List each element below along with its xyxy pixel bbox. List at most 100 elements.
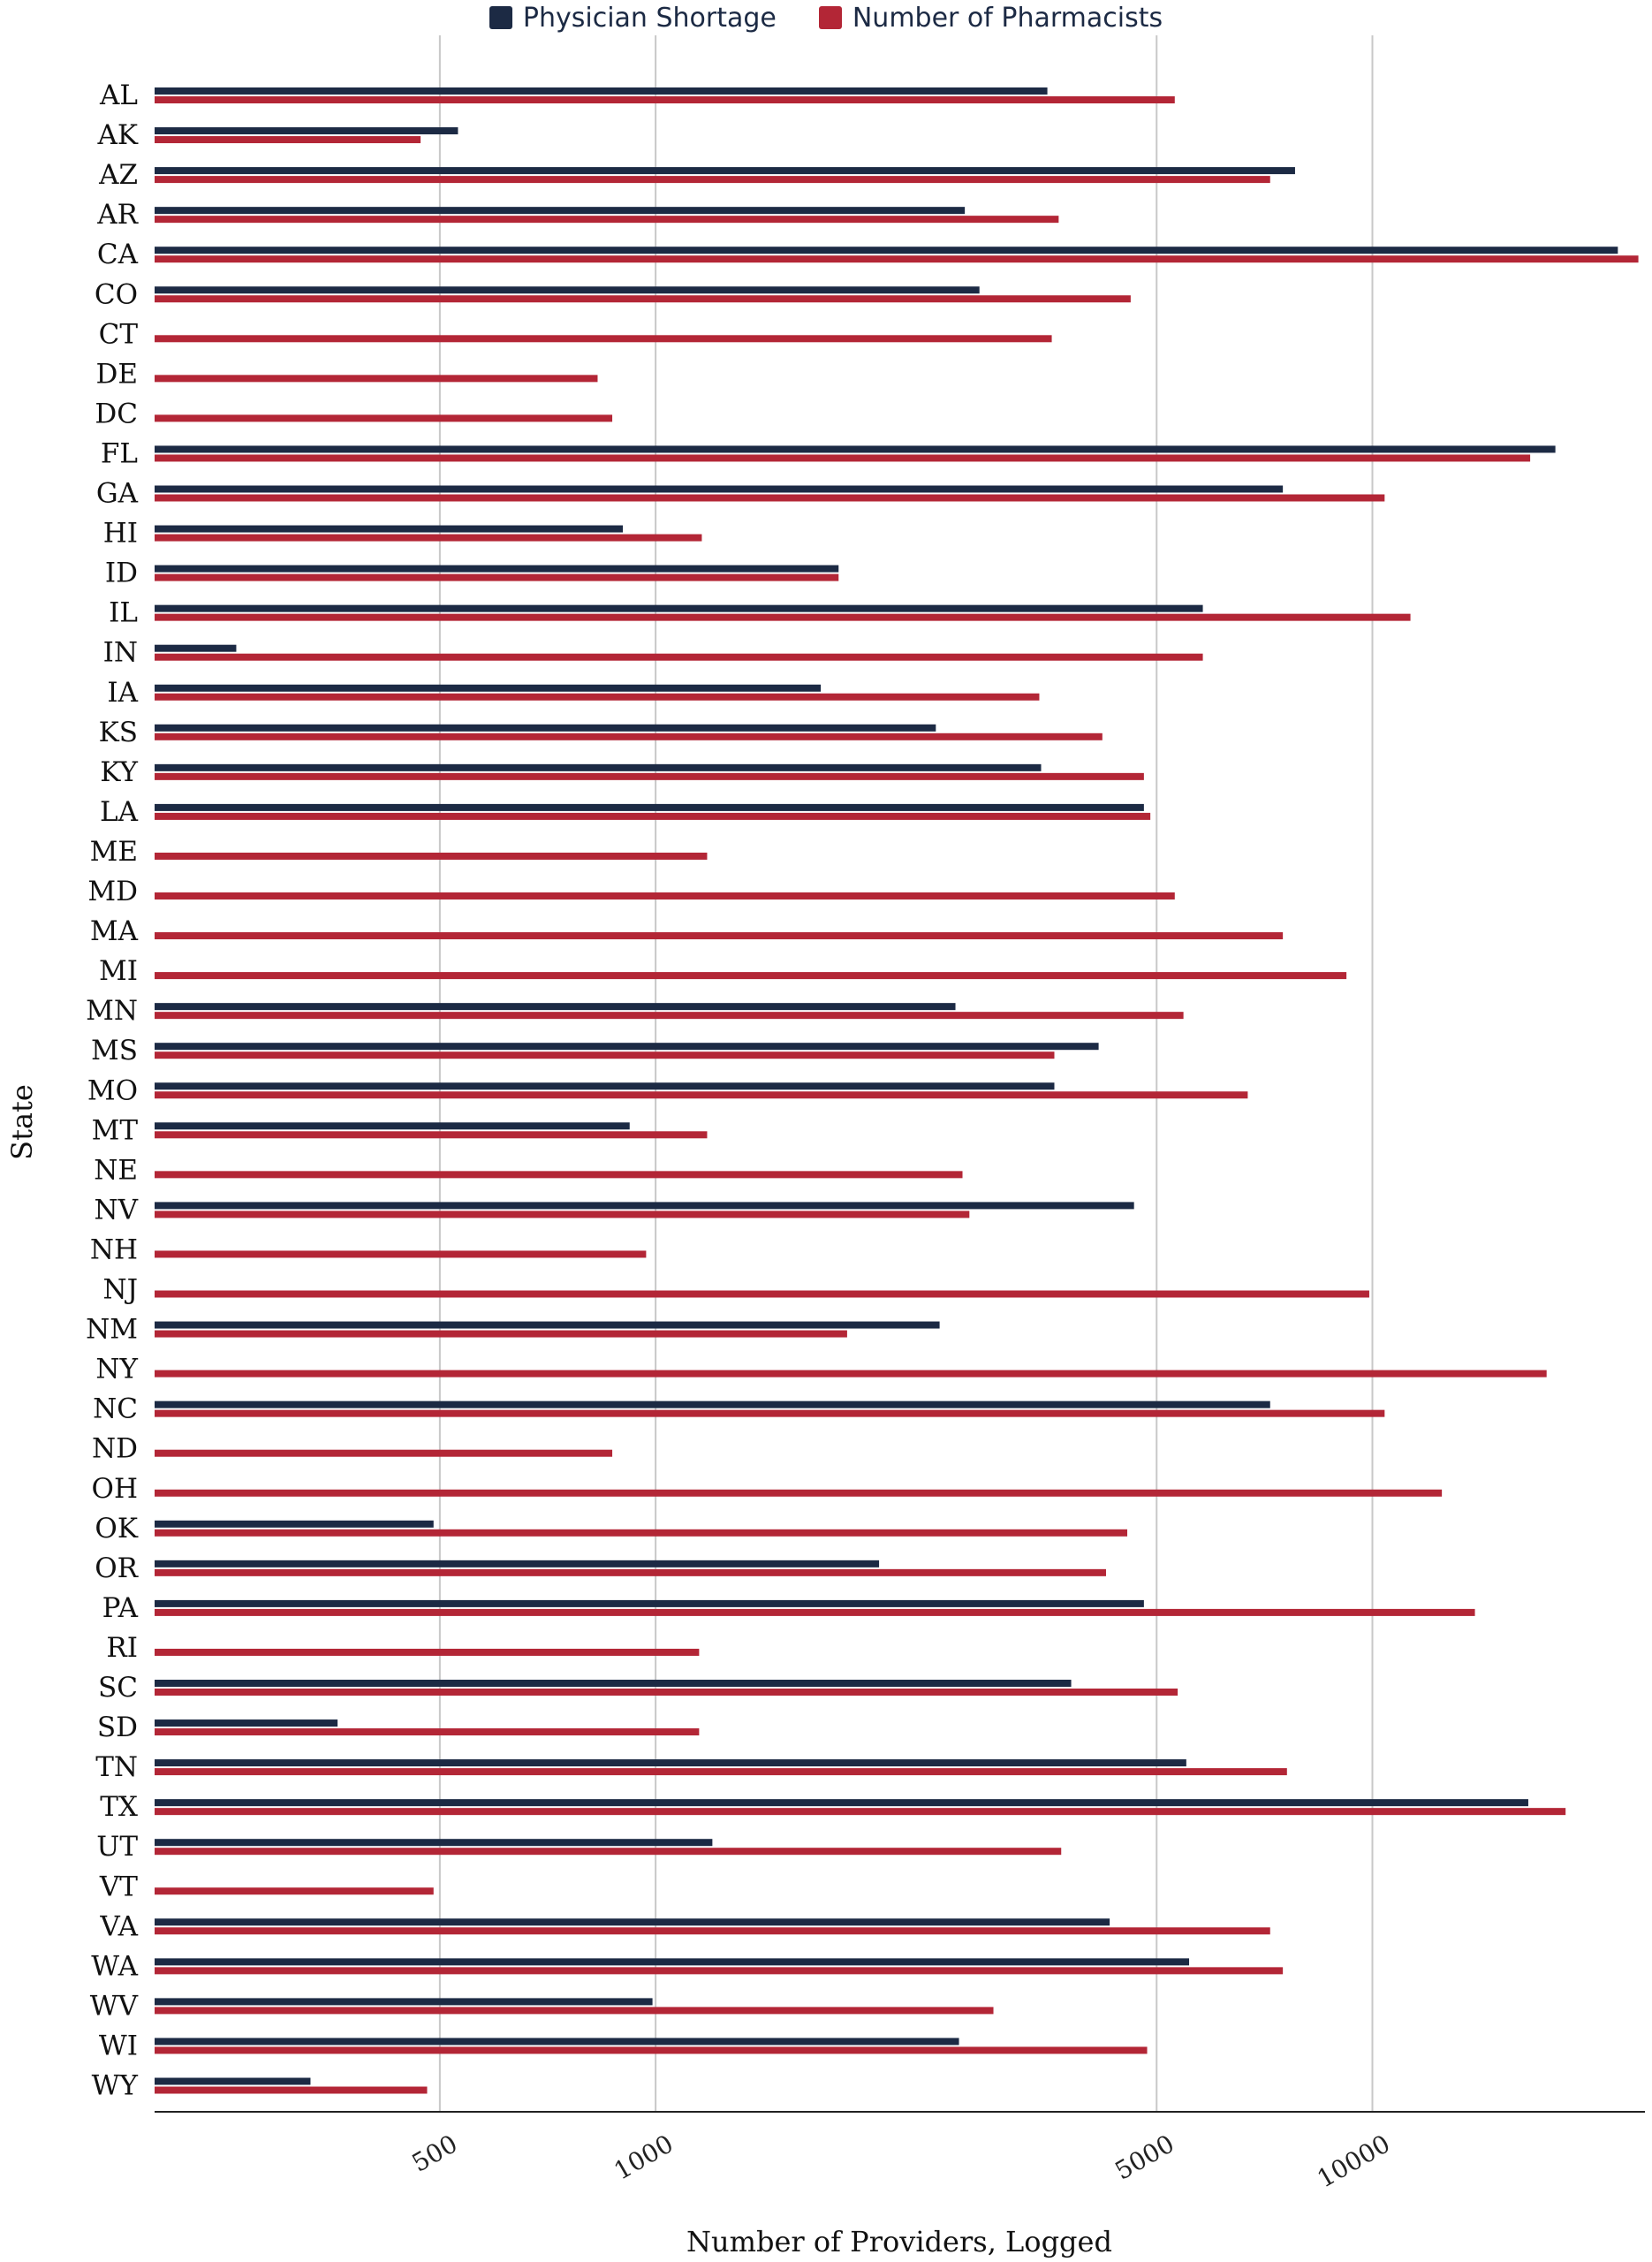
y-tick-label-ga: GA [96, 478, 139, 510]
bar-wv-physician-shortage [155, 1998, 653, 2006]
bar-nv-physician-shortage [155, 1202, 1134, 1210]
y-tick-label-nc: NC [93, 1393, 138, 1425]
y-tick-label-vt: VT [99, 1871, 138, 1902]
bar-al-physician-shortage [155, 87, 1048, 95]
bar-va-physician-shortage [155, 1918, 1110, 1926]
y-tick-label-md: MD [87, 876, 138, 907]
legend-item-physician-shortage[interactable]: Physician Shortage [489, 3, 777, 34]
bar-il-physician-shortage [155, 604, 1203, 612]
bar-ne-number-of-pharmacists [155, 1171, 963, 1179]
bar-mt-number-of-pharmacists [155, 1131, 708, 1139]
y-tick-label-ia: IA [107, 677, 138, 709]
y-tick-label-mi: MI [99, 955, 138, 987]
y-tick-label-wv: WV [90, 1990, 139, 2022]
bar-nm-number-of-pharmacists [155, 1330, 847, 1338]
bar-or-physician-shortage [155, 1560, 880, 1567]
bar-ms-physician-shortage [155, 1043, 1099, 1051]
y-tick-label-ca: CA [97, 239, 139, 270]
bar-ms-number-of-pharmacists [155, 1051, 1055, 1059]
y-tick-label-hi: HI [103, 518, 138, 550]
bar-mi-number-of-pharmacists [155, 972, 1347, 980]
bar-tn-physician-shortage [155, 1759, 1186, 1767]
bar-in-physician-shortage [155, 644, 237, 652]
y-tick-label-id: ID [105, 558, 138, 589]
bar-wy-physician-shortage [155, 2077, 311, 2085]
y-tick-label-ma: MA [90, 915, 139, 947]
bar-me-number-of-pharmacists [155, 852, 708, 860]
legend: Physician Shortage Number of Pharmacists [0, 0, 1652, 35]
y-tick-label-mn: MN [86, 995, 138, 1027]
bar-ak-number-of-pharmacists [155, 136, 421, 144]
y-tick-label-or: OR [95, 1552, 139, 1584]
bar-az-number-of-pharmacists [155, 176, 1270, 184]
y-tick-label-ak: AK [96, 119, 138, 151]
y-tick-label-mo: MO [87, 1074, 138, 1106]
bar-dc-number-of-pharmacists [155, 414, 613, 422]
bar-wa-number-of-pharmacists [155, 1967, 1284, 1975]
bar-nj-number-of-pharmacists [155, 1290, 1369, 1298]
bar-de-number-of-pharmacists [155, 375, 598, 383]
bar-wv-number-of-pharmacists [155, 2007, 994, 2015]
bar-ri-number-of-pharmacists [155, 1648, 700, 1656]
bar-nd-number-of-pharmacists [155, 1449, 613, 1457]
x-tick-label-1000: 1000 [609, 2129, 678, 2185]
legend-item-number-of-pharmacists[interactable]: Number of Pharmacists [818, 3, 1163, 34]
bar-co-physician-shortage [155, 286, 980, 294]
labels-layer: 500 1000 5000 10000 AL AK AZ AR CA CO CT DE DC FL GA HI… [86, 80, 1395, 2194]
bar-nc-physician-shortage [155, 1400, 1270, 1408]
bar-or-number-of-pharmacists [155, 1568, 1106, 1576]
bar-ut-physician-shortage [155, 1839, 713, 1847]
y-tick-label-dc: DC [95, 398, 138, 429]
y-tick-label-va: VA [99, 1910, 138, 1942]
bar-ga-physician-shortage [155, 485, 1284, 493]
bar-ak-physician-shortage [155, 127, 458, 135]
bar-pa-number-of-pharmacists [155, 1608, 1475, 1616]
bar-ks-physician-shortage [155, 724, 936, 732]
bar-mn-number-of-pharmacists [155, 1012, 1184, 1020]
x-tick-label-500: 500 [407, 2129, 463, 2177]
y-tick-label-tx: TX [100, 1791, 138, 1823]
y-tick-label-in: IN [103, 637, 138, 669]
y-tick-label-al: AL [99, 80, 138, 111]
y-tick-label-fl: FL [101, 437, 138, 469]
y-tick-label-ny: NY [95, 1354, 138, 1385]
y-tick-label-ne: NE [94, 1154, 138, 1186]
y-tick-label-il: IL [109, 597, 138, 629]
bar-co-number-of-pharmacists [155, 295, 1131, 303]
bar-nv-number-of-pharmacists [155, 1211, 970, 1218]
bar-mt-physician-shortage [155, 1122, 630, 1130]
bar-wa-physician-shortage [155, 1958, 1190, 1966]
bar-va-number-of-pharmacists [155, 1927, 1270, 1935]
y-tick-label-nh: NH [90, 1233, 138, 1265]
y-axis-title: State [5, 1084, 39, 1160]
y-tick-label-ok: OK [95, 1513, 138, 1545]
y-tick-label-pa: PA [102, 1592, 139, 1624]
y-tick-label-ks: KS [99, 717, 138, 748]
bar-ia-physician-shortage [155, 684, 822, 692]
bar-sc-physician-shortage [155, 1680, 1072, 1687]
bar-ia-number-of-pharmacists [155, 693, 1040, 701]
y-tick-label-la: LA [100, 796, 139, 828]
bar-tn-number-of-pharmacists [155, 1768, 1287, 1776]
bar-sc-number-of-pharmacists [155, 1689, 1178, 1696]
y-tick-label-ut: UT [96, 1831, 138, 1863]
y-tick-label-ky: KY [100, 756, 138, 788]
bar-md-number-of-pharmacists [155, 892, 1175, 899]
bar-sd-physician-shortage [155, 1719, 338, 1727]
legend-swatch-physician-shortage [489, 6, 512, 29]
bar-ut-number-of-pharmacists [155, 1848, 1062, 1856]
bar-pa-physician-shortage [155, 1599, 1144, 1607]
legend-swatch-number-of-pharmacists [818, 6, 842, 29]
y-tick-label-sc: SC [98, 1672, 138, 1704]
bar-ma-number-of-pharmacists [155, 932, 1284, 940]
bar-ok-physician-shortage [155, 1520, 434, 1528]
bar-hi-physician-shortage [155, 525, 624, 533]
bar-mn-physician-shortage [155, 1003, 956, 1011]
bar-fl-physician-shortage [155, 445, 1556, 453]
bar-ct-number-of-pharmacists [155, 335, 1052, 343]
bar-ky-number-of-pharmacists [155, 772, 1144, 780]
bar-ky-physician-shortage [155, 763, 1042, 771]
bar-nc-number-of-pharmacists [155, 1409, 1385, 1417]
bar-sd-number-of-pharmacists [155, 1728, 700, 1736]
